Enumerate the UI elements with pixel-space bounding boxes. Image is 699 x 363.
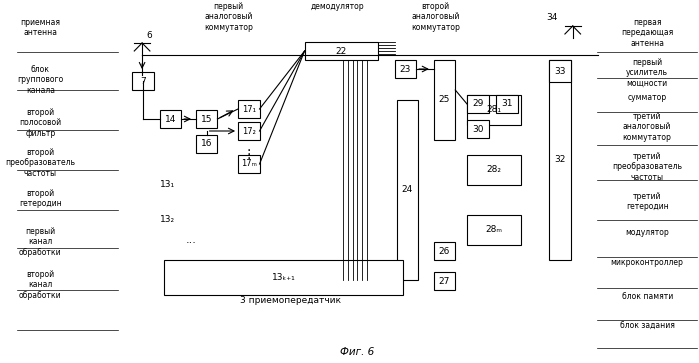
- Text: первый
канал
обработки: первый канал обработки: [19, 227, 62, 257]
- Text: приемная
антенна: приемная антенна: [20, 18, 60, 37]
- Text: второй
полосовой
фильтр: второй полосовой фильтр: [20, 108, 62, 138]
- Text: микроконтроллер: микроконтроллер: [611, 258, 684, 267]
- FancyBboxPatch shape: [196, 110, 217, 128]
- FancyBboxPatch shape: [305, 42, 378, 60]
- Text: 15: 15: [201, 114, 212, 123]
- Text: 3 приемопередатчик: 3 приемопередатчик: [240, 296, 341, 305]
- Text: 27: 27: [439, 277, 450, 286]
- Text: 6: 6: [146, 30, 152, 40]
- FancyBboxPatch shape: [496, 95, 518, 113]
- FancyBboxPatch shape: [238, 155, 259, 173]
- FancyBboxPatch shape: [396, 100, 418, 280]
- Text: третий
преобразователь
частоты: третий преобразователь частоты: [612, 152, 682, 182]
- FancyBboxPatch shape: [164, 260, 403, 295]
- Text: 32: 32: [554, 155, 565, 164]
- Text: блок задания: блок задания: [620, 322, 675, 331]
- Text: 31: 31: [501, 99, 513, 109]
- Text: 26: 26: [439, 246, 450, 256]
- FancyBboxPatch shape: [159, 110, 181, 128]
- Text: 13₂: 13₂: [159, 215, 175, 224]
- Text: 30: 30: [472, 125, 484, 134]
- Text: 29: 29: [472, 99, 484, 109]
- Text: первая
передающая
антенна: первая передающая антенна: [621, 18, 673, 48]
- FancyBboxPatch shape: [549, 60, 571, 260]
- FancyBboxPatch shape: [467, 120, 489, 138]
- Text: 17₁: 17₁: [242, 105, 256, 114]
- Text: второй
канал
обработки: второй канал обработки: [19, 270, 62, 300]
- Text: третий
аналоговый
коммутатор: третий аналоговый коммутатор: [623, 112, 672, 142]
- Text: третий
гетеродин: третий гетеродин: [626, 192, 668, 211]
- Text: 23: 23: [400, 65, 411, 73]
- Text: 16: 16: [201, 139, 212, 148]
- Text: модулятор: модулятор: [625, 228, 669, 237]
- Text: 28ₘ: 28ₘ: [485, 225, 503, 234]
- Text: 25: 25: [439, 95, 450, 105]
- FancyBboxPatch shape: [467, 95, 521, 125]
- FancyBboxPatch shape: [395, 60, 416, 78]
- Text: 34: 34: [547, 13, 558, 23]
- Text: ...: ...: [186, 235, 197, 245]
- Text: 17₂: 17₂: [242, 126, 256, 135]
- Text: сумматор: сумматор: [628, 93, 667, 102]
- FancyBboxPatch shape: [549, 60, 571, 82]
- Text: первый
усилитель
мощности: первый усилитель мощности: [626, 58, 668, 88]
- Text: 24: 24: [402, 185, 413, 195]
- Text: 7: 7: [140, 77, 146, 86]
- Text: .: .: [247, 144, 251, 158]
- FancyBboxPatch shape: [196, 135, 217, 153]
- Text: .: .: [247, 148, 251, 162]
- Text: второй
преобразователь
частоты: второй преобразователь частоты: [6, 148, 75, 178]
- Text: блок памяти: блок памяти: [621, 292, 672, 301]
- FancyBboxPatch shape: [434, 60, 455, 140]
- Text: первый
аналоговый
коммутатор: первый аналоговый коммутатор: [204, 2, 252, 32]
- FancyBboxPatch shape: [434, 272, 455, 290]
- FancyBboxPatch shape: [467, 95, 489, 113]
- Text: 14: 14: [165, 114, 176, 123]
- Text: 28₁: 28₁: [487, 106, 501, 114]
- Text: 22: 22: [336, 46, 347, 56]
- Text: второй
аналоговый
коммутатор: второй аналоговый коммутатор: [411, 2, 460, 32]
- Text: 13ₖ₊₁: 13ₖ₊₁: [272, 273, 296, 282]
- FancyBboxPatch shape: [238, 122, 259, 140]
- FancyBboxPatch shape: [467, 215, 521, 245]
- Text: Фиг. 6: Фиг. 6: [340, 347, 375, 357]
- FancyBboxPatch shape: [434, 242, 455, 260]
- Text: демодулятор: демодулятор: [311, 2, 365, 11]
- Text: .: .: [247, 140, 251, 154]
- Text: 33: 33: [554, 66, 565, 76]
- Text: второй
гетеродин: второй гетеродин: [19, 189, 62, 208]
- Text: 17ₘ: 17ₘ: [241, 159, 257, 168]
- FancyBboxPatch shape: [238, 100, 259, 118]
- Text: блок
группового
канала: блок группового канала: [17, 65, 64, 95]
- Text: 28₂: 28₂: [487, 166, 501, 175]
- Text: 13₁: 13₁: [159, 180, 175, 189]
- FancyBboxPatch shape: [467, 155, 521, 185]
- FancyBboxPatch shape: [132, 72, 154, 90]
